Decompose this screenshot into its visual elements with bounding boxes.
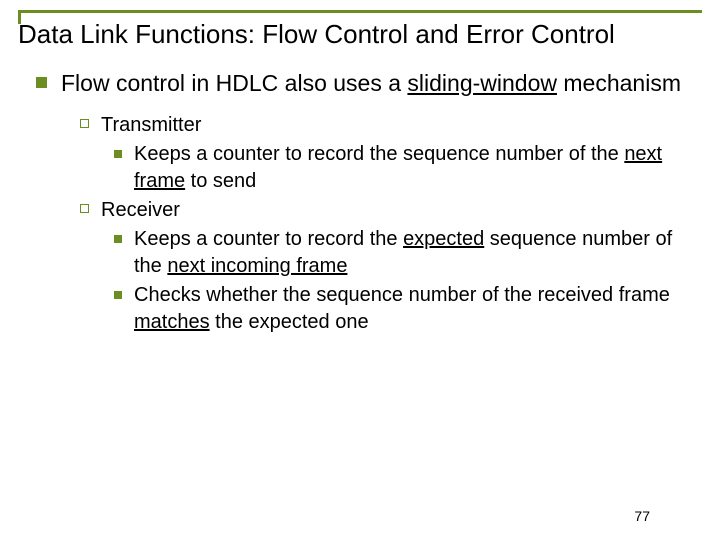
- level3-text: Keeps a counter to record the sequence n…: [134, 141, 684, 195]
- text-fragment: Flow control in HDLC also uses a: [61, 70, 407, 96]
- bullet-level2: Transmitter: [80, 112, 684, 139]
- square-bullet-icon: [36, 77, 47, 88]
- slide: Data Link Functions: Flow Control and Er…: [0, 10, 720, 550]
- square-bullet-icon: [114, 291, 122, 299]
- level3-group: Keeps a counter to record the expected s…: [114, 226, 684, 336]
- page-number: 77: [634, 508, 650, 524]
- hollow-square-bullet-icon: [80, 119, 89, 128]
- level2-group: Transmitter Keeps a counter to record th…: [80, 112, 684, 336]
- square-bullet-icon: [114, 150, 122, 158]
- content-area: Flow control in HDLC also uses a sliding…: [36, 69, 684, 337]
- text-fragment: the expected one: [210, 311, 369, 333]
- underlined-text: expected: [403, 228, 484, 250]
- hollow-square-bullet-icon: [80, 204, 89, 213]
- text-fragment: Keeps a counter to record the: [134, 228, 403, 250]
- level2-text: Transmitter: [101, 112, 201, 139]
- square-bullet-icon: [114, 235, 122, 243]
- underlined-text: sliding-window: [407, 70, 557, 96]
- level3-text: Keeps a counter to record the expected s…: [134, 226, 684, 280]
- text-fragment: Keeps a counter to record the sequence n…: [134, 143, 624, 165]
- title-tick: [18, 10, 21, 24]
- bullet-level2: Receiver: [80, 197, 684, 224]
- level3-text: Checks whether the sequence number of th…: [134, 282, 684, 336]
- underlined-text: next incoming frame: [167, 255, 347, 277]
- level2-text: Receiver: [101, 197, 180, 224]
- underlined-text: matches: [134, 311, 210, 333]
- text-fragment: Checks whether the sequence number of th…: [134, 284, 670, 306]
- title-block: Data Link Functions: Flow Control and Er…: [18, 10, 702, 57]
- bullet-level3: Checks whether the sequence number of th…: [114, 282, 684, 336]
- level1-text: Flow control in HDLC also uses a sliding…: [61, 69, 681, 99]
- bullet-level1: Flow control in HDLC also uses a sliding…: [36, 69, 684, 99]
- text-fragment: mechanism: [557, 70, 681, 96]
- bullet-level3: Keeps a counter to record the sequence n…: [114, 141, 684, 195]
- level3-group: Keeps a counter to record the sequence n…: [114, 141, 684, 195]
- title-rule: [18, 10, 702, 13]
- bullet-level3: Keeps a counter to record the expected s…: [114, 226, 684, 280]
- text-fragment: to send: [185, 170, 256, 192]
- page-title: Data Link Functions: Flow Control and Er…: [18, 10, 702, 57]
